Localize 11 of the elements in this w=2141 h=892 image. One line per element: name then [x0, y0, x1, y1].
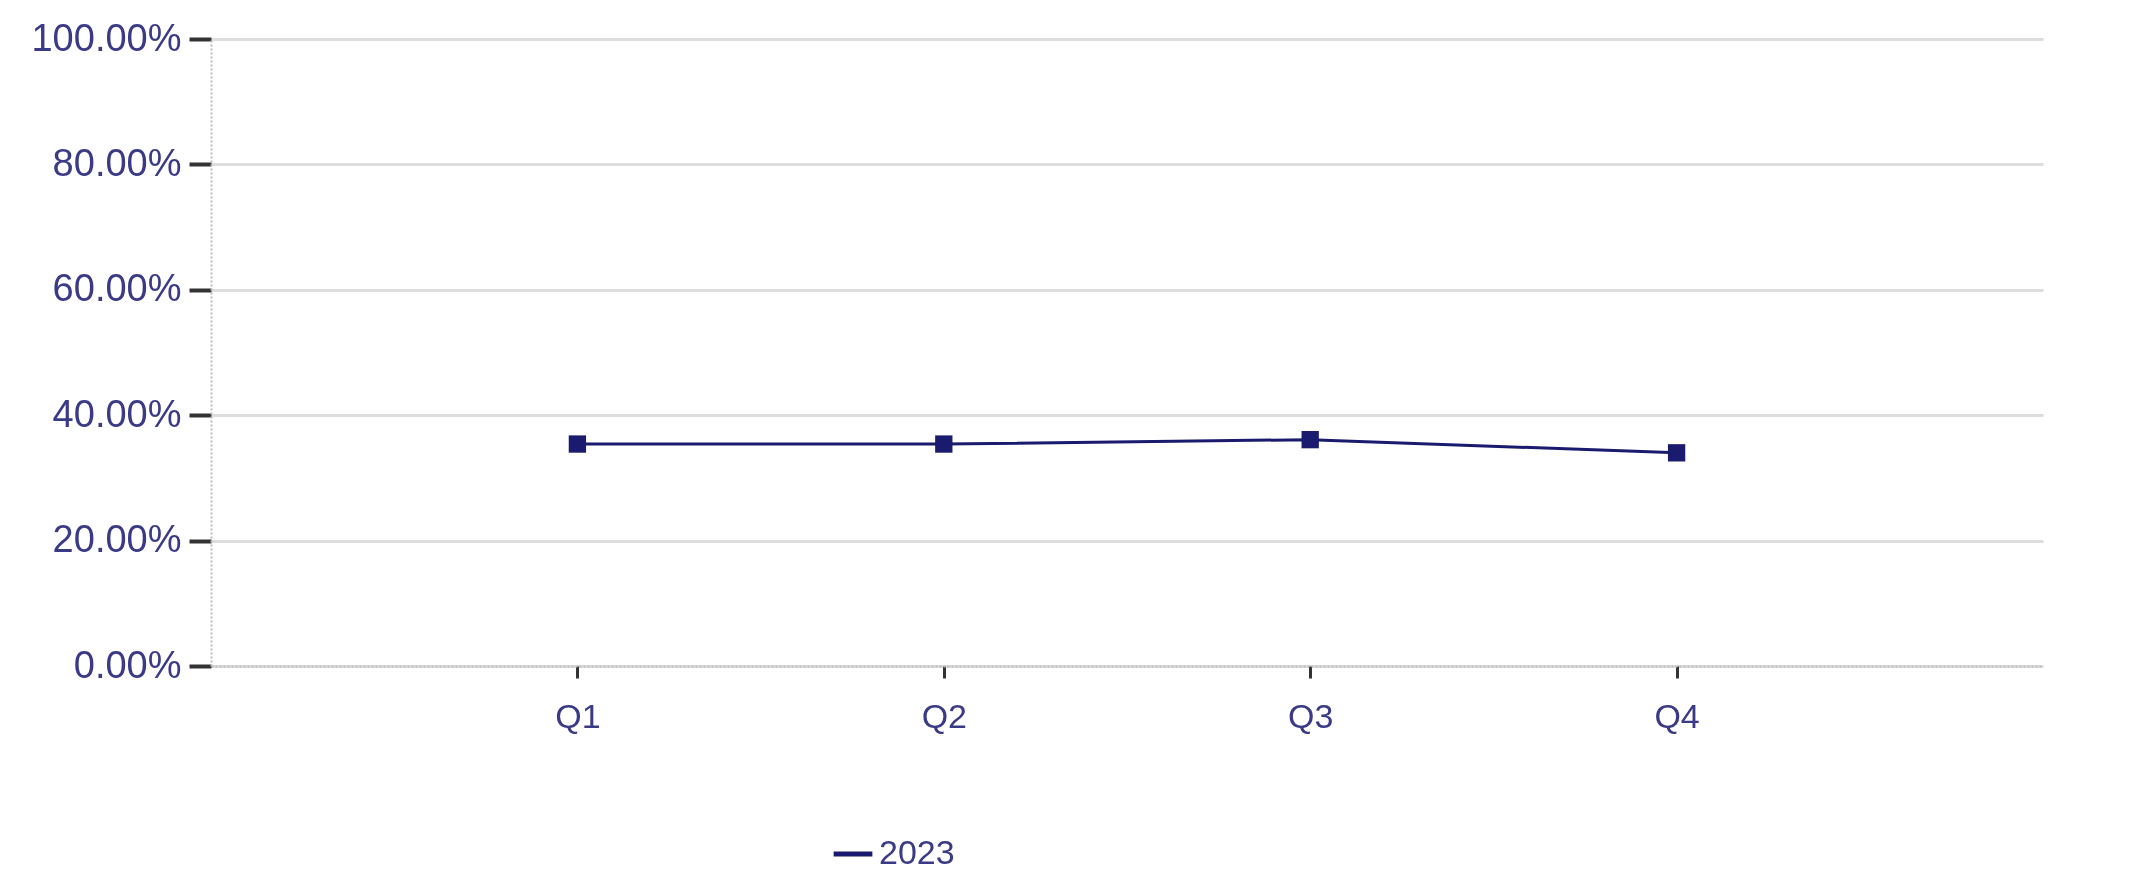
y-tick-label: 100.00% [31, 16, 182, 59]
legend-label: 2023 [879, 833, 955, 871]
x-tick-label: Q3 [1288, 696, 1334, 735]
x-tick-label: Q2 [921, 696, 967, 735]
y-tick-label: 0.00% [73, 643, 182, 686]
y-tick-label: 80.00% [52, 141, 182, 184]
y-tick-label: 60.00% [52, 267, 182, 310]
y-tick-label: 40.00% [52, 392, 182, 435]
y-tick-label: 20.00% [52, 518, 182, 561]
x-tick-label: Q4 [1654, 696, 1700, 735]
x-tick-label: Q1 [555, 696, 601, 735]
